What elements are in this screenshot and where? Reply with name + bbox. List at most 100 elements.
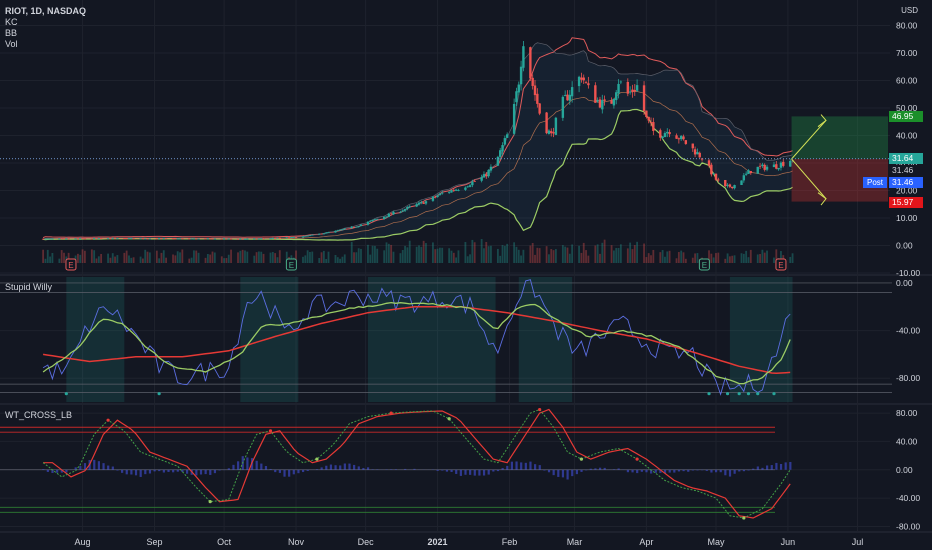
y-tick-label: 50.00	[896, 103, 918, 113]
symbol-line[interactable]: RIOT, 1D, NASDAQ	[5, 6, 87, 16]
volume-bar	[401, 249, 404, 263]
volume-bar	[327, 251, 330, 263]
candle-body	[577, 76, 581, 87]
volume-bar	[107, 253, 109, 263]
candle-body	[285, 237, 288, 239]
wt-hist-bar	[501, 468, 504, 470]
wt-hist-bar	[506, 465, 509, 470]
candle-body	[561, 96, 565, 118]
volume-bar	[211, 251, 214, 263]
candle-body	[41, 238, 45, 240]
volume-bar	[304, 255, 307, 263]
wt-hist-bar	[682, 469, 685, 472]
candle-body	[531, 77, 534, 86]
wt-hist-bar	[566, 469, 569, 480]
candle-body	[304, 235, 307, 237]
volume-bar	[369, 254, 372, 263]
wt-hist-bar	[297, 469, 300, 474]
indicator-vol[interactable]: Vol	[5, 39, 18, 49]
candle-body	[192, 238, 196, 240]
volume-bar	[160, 252, 163, 263]
close-price-tag: 31.46	[889, 165, 923, 176]
volume-bar	[225, 258, 228, 263]
candle-body	[132, 238, 135, 239]
candle-body	[48, 238, 52, 240]
candle-body	[318, 233, 321, 235]
volume-bar	[399, 253, 402, 263]
candle-body	[547, 130, 551, 134]
volume-bar	[418, 245, 420, 263]
volume-bar	[158, 258, 161, 263]
candle-body	[257, 238, 261, 240]
stupid-willy-title[interactable]: Stupid Willy	[5, 282, 53, 292]
volume-bar	[571, 244, 574, 263]
wt-cross-title[interactable]: WT_CROSS_LB	[5, 410, 73, 420]
candle-body	[758, 165, 762, 167]
candle-body	[598, 99, 602, 108]
volume-bar	[480, 239, 483, 263]
wt-hist-bar	[362, 467, 365, 470]
indicator-kc[interactable]: KC	[5, 17, 18, 27]
wt-hist-bar	[83, 463, 87, 470]
volume-bar	[193, 250, 195, 263]
volume-bar	[696, 253, 699, 263]
candle-body	[707, 160, 711, 166]
volume-bar	[529, 245, 532, 263]
wt-hist-bar	[125, 469, 128, 475]
candle-body	[436, 195, 439, 198]
candle-body	[515, 91, 518, 103]
volume-bar	[659, 252, 662, 263]
candle-body	[213, 238, 217, 240]
candle-body	[181, 238, 184, 240]
volume-bar	[190, 257, 193, 263]
candle-body	[408, 206, 411, 208]
candle-body	[533, 85, 537, 96]
volume-bar	[612, 250, 615, 263]
bb-upper-line	[42, 42, 793, 240]
volume-bar	[176, 251, 179, 263]
candle-body	[276, 237, 279, 239]
volume-bar	[487, 246, 490, 263]
candle-body	[501, 145, 504, 152]
candle-body	[489, 166, 493, 171]
volume-bar	[181, 249, 184, 263]
volume-bar	[513, 242, 516, 263]
volume-bar	[385, 242, 388, 263]
candle-body	[714, 173, 718, 180]
volume-bar	[677, 252, 680, 263]
earnings-marker: E	[65, 258, 77, 271]
wt-hist-bar	[543, 469, 546, 471]
volume-bar	[773, 257, 775, 263]
volume-bar	[761, 249, 764, 263]
wt-hist-bar	[79, 466, 82, 470]
volume-bar	[619, 244, 622, 263]
volume-bar	[165, 257, 167, 263]
candle-body	[95, 238, 98, 239]
volume-bar	[629, 242, 632, 263]
stop-arrow	[791, 158, 827, 200]
wt-hist-bar	[148, 469, 152, 474]
volume-bar	[213, 252, 216, 263]
candle-body	[631, 89, 634, 92]
wt-hist-bar	[487, 469, 490, 475]
wt-hist-bar	[348, 463, 351, 470]
candle-body	[679, 135, 683, 140]
volume-bar	[617, 247, 620, 263]
wt-hist-bar	[394, 469, 397, 470]
candle-body	[123, 238, 126, 239]
wt-hist-bar	[181, 469, 184, 473]
volume-bar	[552, 250, 555, 263]
volume-bar	[197, 252, 200, 263]
candle-body	[352, 226, 356, 228]
volume-bar	[318, 258, 321, 263]
candle-body	[761, 164, 764, 166]
wt-hist-bar	[278, 469, 281, 473]
volume-bar	[322, 250, 325, 263]
volume-bar	[116, 255, 119, 263]
candle-body	[236, 238, 240, 240]
indicator-bb[interactable]: BB	[5, 28, 18, 38]
wt-hist-bar	[153, 469, 156, 472]
volume-bar	[355, 252, 358, 263]
candle-body	[324, 232, 328, 234]
